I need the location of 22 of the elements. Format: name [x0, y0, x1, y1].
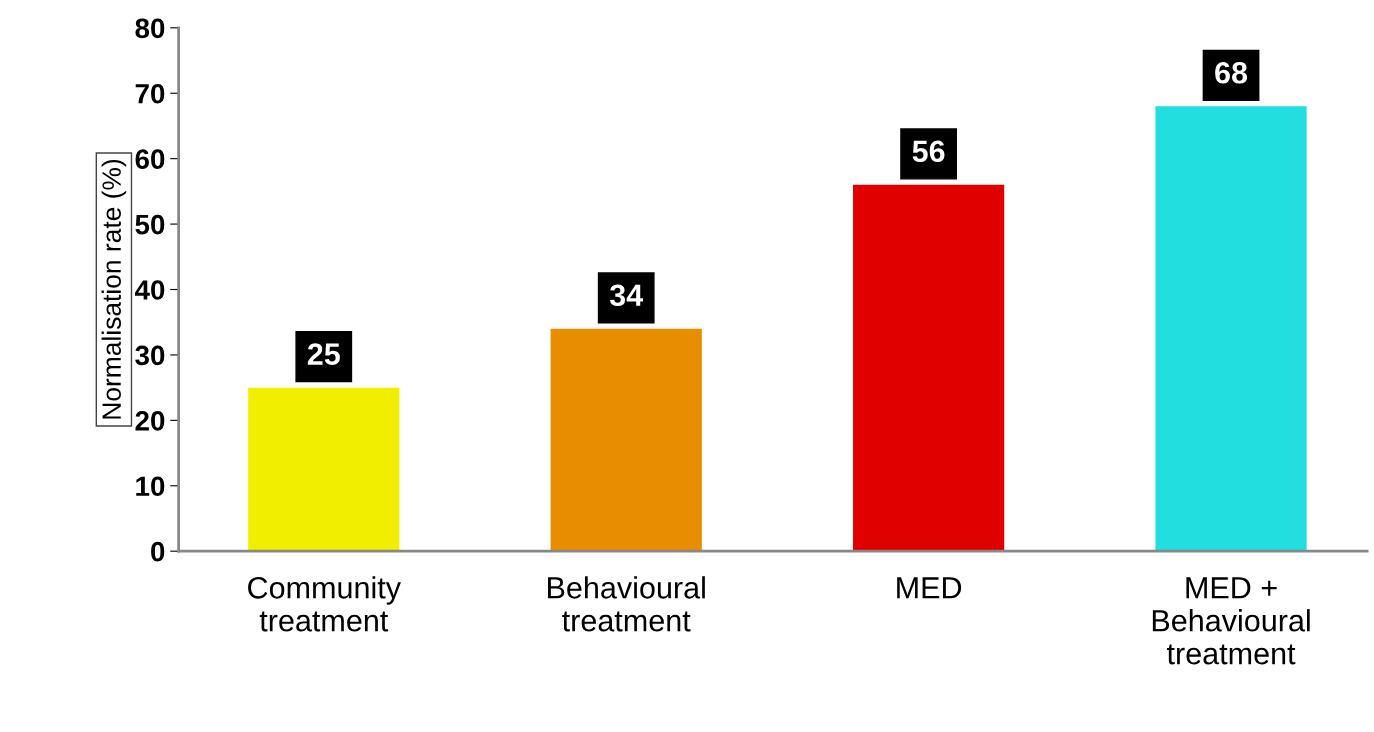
bar: [1155, 106, 1307, 552]
bar: [853, 184, 1005, 552]
y-tick-label: 80: [135, 18, 165, 39]
y-tick-label: 50: [135, 214, 165, 235]
bar: [248, 387, 400, 552]
data-label: 68: [1215, 61, 1248, 84]
x-tick-label: Behavioural treatment: [548, 576, 705, 632]
x-tick-label: Community treatment: [248, 576, 401, 632]
data-label: 25: [307, 343, 340, 365]
y-axis-title: Normalisation rate (%): [101, 159, 127, 419]
y-tick-label: 0: [151, 541, 165, 562]
x-tick-label: MED: [897, 577, 962, 599]
x-tick-label: MED + Behavioural treatment: [1152, 577, 1310, 665]
data-label: 56: [912, 140, 945, 163]
y-tick-label: 40: [134, 280, 165, 300]
y-tick-label: 20: [135, 411, 165, 431]
y-tick-label: 70: [135, 83, 165, 104]
y-tick-label: 10: [136, 476, 165, 497]
y-tick-label: 60: [135, 149, 165, 169]
bar: [550, 328, 702, 552]
data-label: 34: [609, 284, 644, 307]
y-tick-label: 30: [135, 345, 165, 366]
